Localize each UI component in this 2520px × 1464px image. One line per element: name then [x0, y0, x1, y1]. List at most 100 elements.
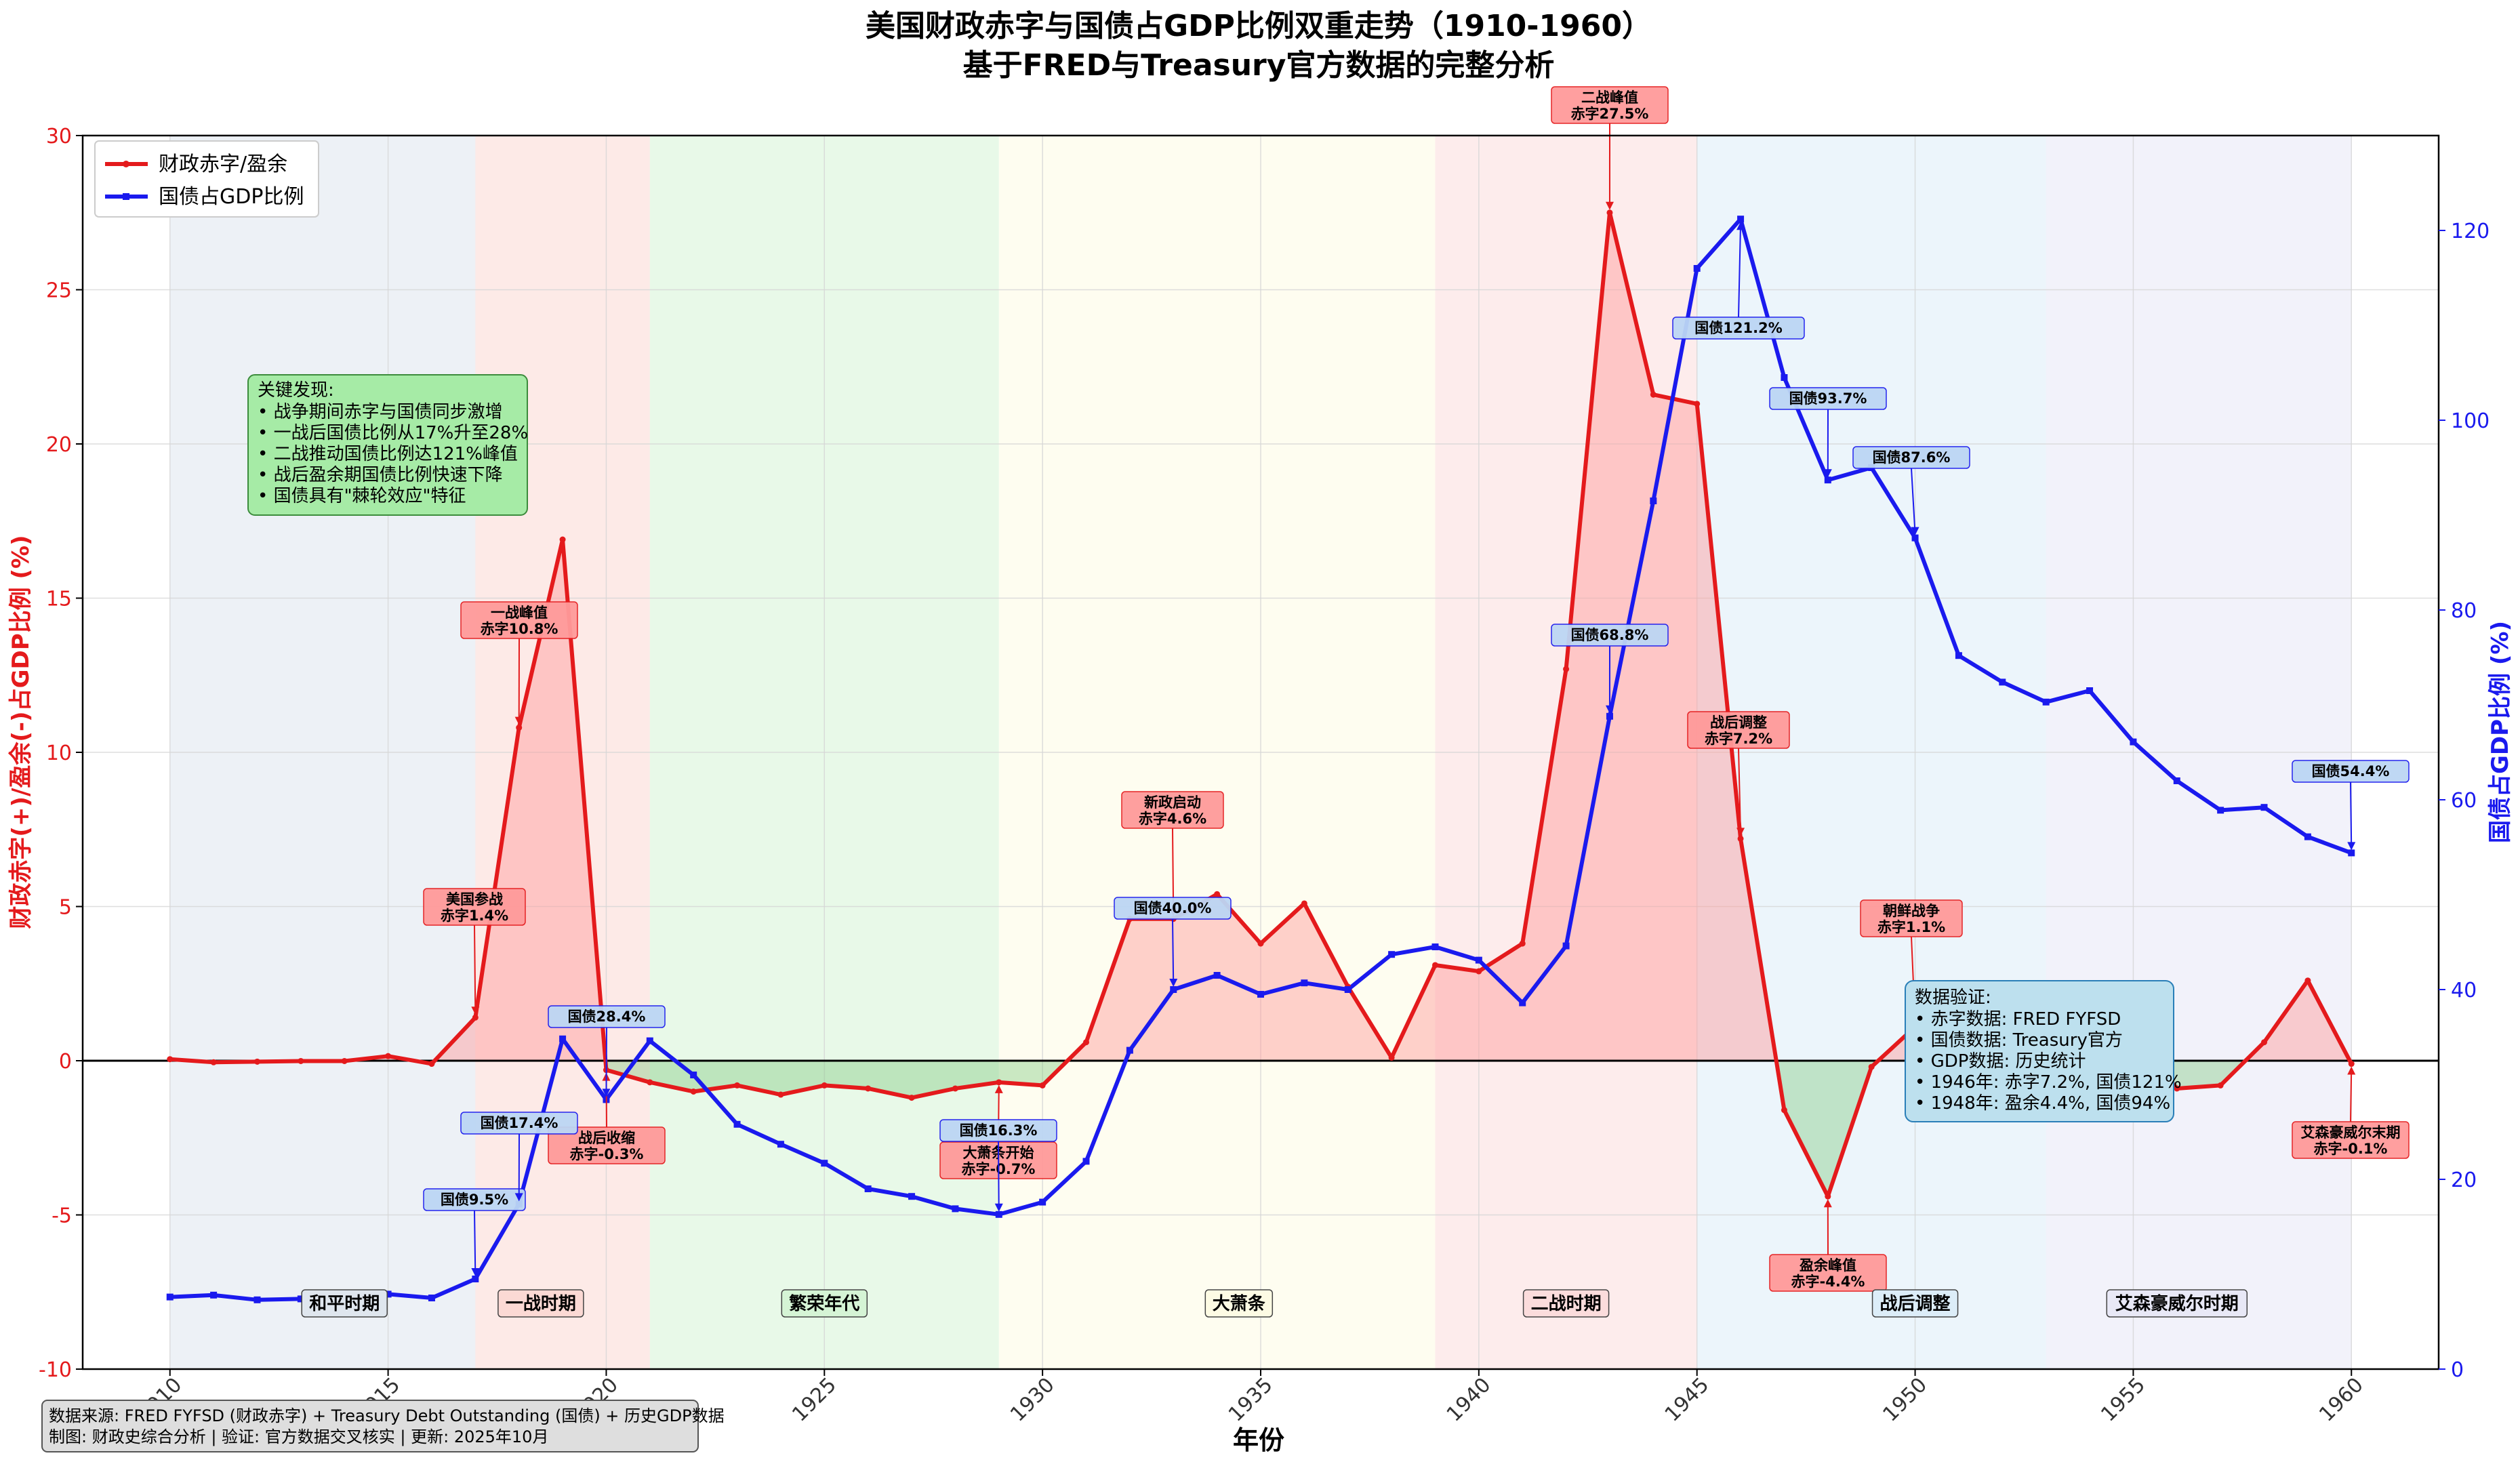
- debt-point: [2260, 804, 2268, 811]
- annotation-box: [1672, 317, 1805, 340]
- y-right-tick-label: 20: [2451, 1168, 2477, 1192]
- annotation-label: 赤字1.4%: [441, 908, 508, 924]
- debt-point: [821, 1160, 828, 1167]
- debt-point: [2086, 687, 2094, 694]
- legend-debt-marker: [123, 193, 129, 200]
- period-label-box: [1871, 1289, 1959, 1318]
- deficit-point: [1781, 1107, 1787, 1114]
- annotation-box: [2292, 1121, 2410, 1159]
- annotation-label: 赤字-4.4%: [1791, 1274, 1865, 1290]
- debt-point: [166, 1293, 174, 1301]
- annotation-arrowhead: [471, 1006, 480, 1015]
- deficit-point: [210, 1059, 217, 1065]
- x-tick-label: 1950: [1878, 1373, 1932, 1427]
- key-findings-bg: [247, 374, 528, 516]
- debt-point: [777, 1141, 784, 1148]
- x-tick-label: 1930: [1006, 1373, 1059, 1427]
- debt-point: [472, 1276, 479, 1282]
- y-left-tick-label: 5: [59, 896, 72, 920]
- annotation-arrowhead: [1169, 979, 1178, 987]
- period-label-box: [497, 1289, 584, 1318]
- annotation-box: [1860, 899, 1963, 937]
- debt-point: [384, 1290, 392, 1298]
- debt-point: [1475, 956, 1482, 964]
- deficit-point: [777, 1091, 784, 1098]
- annotation-label: 二战峰值: [1581, 89, 1638, 106]
- debt-point: [428, 1295, 435, 1301]
- period-label: 大萧条: [1213, 1294, 1266, 1314]
- deficit-point: [472, 1014, 479, 1021]
- chart-title: 美国财政赤字与国债占GDP比例双重走势（1910-1960）: [866, 9, 1652, 43]
- debt-point: [1562, 942, 1570, 950]
- annotation-arrow: [1738, 223, 1742, 318]
- debt-point: [210, 1291, 218, 1299]
- annotation-label: 朝鲜战争: [1883, 903, 1940, 919]
- annotation-box: [1551, 86, 1669, 124]
- annotation-box: [548, 1005, 666, 1028]
- debt-point: [2173, 777, 2180, 784]
- annotation-box: [1769, 387, 1887, 410]
- key-finding-1: • 战争期间赤字与国债同步激增: [258, 402, 503, 422]
- period-labels: 和平时期 一战时期 繁荣年代 大萧条 二战时期 战后调整 艾森豪威尔时期: [301, 1289, 2248, 1318]
- x-tick-label: 1925: [788, 1373, 841, 1427]
- debt-point: [1911, 534, 1919, 542]
- debt-point: [2130, 738, 2137, 746]
- deficit-point: [2304, 977, 2311, 984]
- period-label: 一战时期: [506, 1294, 576, 1314]
- debt-point: [1431, 943, 1439, 950]
- data-verification-1: • 赤字数据: FRED FYFSD: [1915, 1009, 2121, 1030]
- annotation-label: 盈余峰值: [1799, 1257, 1856, 1274]
- annotation-label: 赤字10.8%: [481, 621, 558, 637]
- deficit-point: [2174, 1085, 2180, 1092]
- y-left-tick-label: 15: [46, 588, 72, 611]
- period-label: 战后调整: [1880, 1293, 1951, 1314]
- deficit-point: [1694, 401, 1701, 407]
- debt-point: [1650, 497, 1657, 504]
- period-label-box: [781, 1289, 868, 1318]
- deficit-point: [341, 1057, 348, 1064]
- x-tick-label: 1940: [1442, 1373, 1496, 1427]
- debt-point: [1039, 1198, 1046, 1206]
- deficit-point: [298, 1057, 304, 1064]
- annotation-label: 国债87.6%: [1873, 449, 1951, 466]
- deficit-point: [690, 1089, 697, 1095]
- source-note-bg: [41, 1400, 699, 1452]
- annotation-label: 新政启动: [1144, 794, 1201, 811]
- annotation-label: 赤字-0.1%: [2314, 1141, 2388, 1157]
- debt-point: [297, 1295, 304, 1303]
- deficit-point: [1825, 1193, 1831, 1200]
- y-right-tick-label: 40: [2451, 979, 2477, 1002]
- legend-debt-label: 国债占GDP比例: [159, 185, 304, 209]
- annotation-label: 赤字1.1%: [1877, 919, 1945, 935]
- debt-point: [1213, 972, 1221, 979]
- y-left-tick-label: 10: [46, 741, 72, 765]
- annotation-arrowhead: [1823, 469, 1832, 478]
- period-label: 和平时期: [309, 1294, 380, 1314]
- debt-point: [995, 1211, 1002, 1218]
- y-left-tick-label: -5: [52, 1204, 72, 1228]
- annotation-arrowhead: [1823, 1199, 1832, 1208]
- y-left-tick-label: -10: [39, 1358, 72, 1382]
- period-label: 艾森豪威尔时期: [2115, 1293, 2239, 1314]
- y-left-tick-label: 30: [46, 125, 72, 148]
- annotation-box: [460, 601, 578, 639]
- y-left-tick-label: 20: [46, 433, 72, 457]
- key-finding-5: • 国债具有"棘轮效应"特征: [258, 486, 466, 506]
- deficit-point: [559, 536, 566, 543]
- legend-box: [94, 140, 319, 218]
- deficit-point: [1214, 891, 1221, 897]
- debt-point: [2304, 833, 2311, 840]
- source-note-line1: 数据来源: FRED FYFSD (财政赤字) + Treasury Debt …: [49, 1406, 725, 1425]
- annotation-arrowhead: [1736, 222, 1745, 230]
- deficit-point: [385, 1053, 392, 1059]
- deficit-point: [865, 1085, 872, 1092]
- annotation-box: [2292, 760, 2410, 783]
- chart-subtitle: 基于FRED与Treasury官方数据的完整分析: [963, 48, 1555, 83]
- annotation-label: 艾森豪威尔末期: [2301, 1124, 2401, 1141]
- annotation-arrowhead: [1911, 527, 1919, 535]
- annotation-arrow: [474, 924, 476, 1014]
- legend-deficit-marker: [123, 161, 129, 167]
- period-label-box: [1522, 1289, 1610, 1318]
- deficit-point: [996, 1079, 1002, 1086]
